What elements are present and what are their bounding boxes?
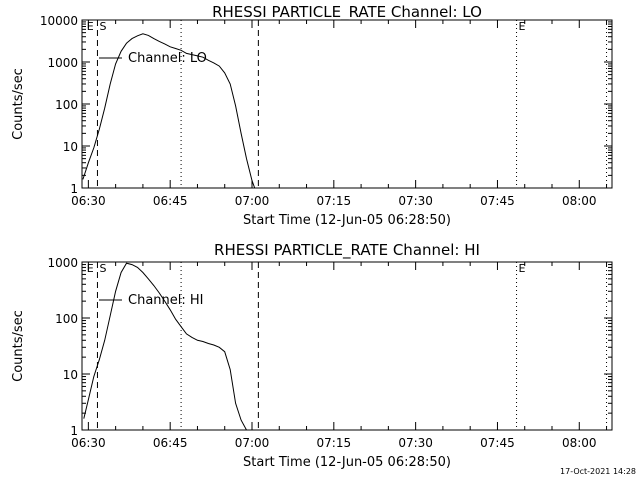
event-marker-s: S <box>99 262 106 275</box>
x-axis-label: Start Time (12-Jun-05 06:28:50) <box>243 455 451 470</box>
x-tick-label: 08:00 <box>562 194 597 208</box>
x-tick-label: 06:45 <box>153 194 188 208</box>
x-tick-label: 07:30 <box>398 194 433 208</box>
series-line <box>83 262 252 431</box>
y-axis-label: Counts/sec <box>11 310 26 382</box>
y-tick-label: 1 <box>70 182 78 196</box>
y-tick-label: 1000 <box>47 56 78 70</box>
event-marker-e: E <box>87 20 94 33</box>
x-tick-label: 06:30 <box>71 194 106 208</box>
y-tick-label: 100 <box>55 98 78 112</box>
x-axis-label: Start Time (12-Jun-05 06:28:50) <box>243 213 451 228</box>
x-tick-label: 07:30 <box>398 436 433 450</box>
x-tick-label: 07:15 <box>317 194 352 208</box>
chart-panel-hi: RHESSI PARTICLE_RATE Channel: HI Counts/s… <box>11 241 613 470</box>
x-tick-label: 07:45 <box>480 194 515 208</box>
x-tick-label: 06:45 <box>153 436 188 450</box>
y-tick-label: 1 <box>70 424 78 438</box>
plot-frame <box>81 261 613 431</box>
legend-label: Channel: HI <box>128 293 204 308</box>
event-marker-e: E <box>519 20 526 33</box>
y-tick-label: 1000 <box>47 256 78 270</box>
legend-label: Channel: LO <box>128 51 207 66</box>
y-tick-label: 10 <box>63 140 78 154</box>
y-tick-label: 10000 <box>40 14 78 28</box>
x-tick-label: 07:45 <box>480 436 515 450</box>
x-tick-label: 08:00 <box>562 436 597 450</box>
x-tick-label: 07:00 <box>235 194 270 208</box>
x-tick-label: 07:15 <box>317 436 352 450</box>
y-tick-label: 100 <box>55 312 78 326</box>
chart-title: RHESSI PARTICLE_RATE Channel: LO <box>212 3 482 22</box>
plot-frame <box>81 19 613 189</box>
series-line <box>82 33 256 189</box>
event-marker-s: S <box>99 20 106 33</box>
event-marker-e: E <box>87 262 94 275</box>
event-marker-e: E <box>519 262 526 275</box>
timestamp-footer: 17-Oct-2021 14:28 <box>560 467 636 476</box>
y-axis-label: Counts/sec <box>11 68 26 140</box>
chart-title: RHESSI PARTICLE_RATE Channel: HI <box>214 241 480 260</box>
chart-panel-lo: RHESSI PARTICLE_RATE Channel: LO Counts/s… <box>11 3 613 228</box>
y-tick-label: 10 <box>63 368 78 382</box>
x-tick-label: 06:30 <box>71 436 106 450</box>
x-tick-label: 07:00 <box>235 436 270 450</box>
